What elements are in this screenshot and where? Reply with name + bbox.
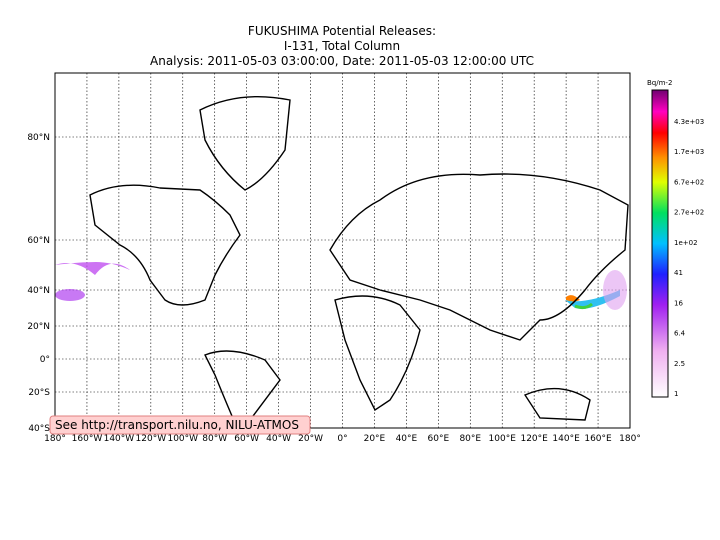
lon-label: 40°W	[266, 434, 291, 444]
lat-label: 0°	[40, 355, 50, 365]
lon-label: 140°E	[552, 434, 580, 444]
lon-label: 20°W	[298, 434, 323, 444]
lon-label: 160°W	[72, 434, 103, 444]
map-frame	[54, 72, 631, 429]
lon-label: 100°W	[167, 434, 198, 444]
colorbar-label: 1	[674, 390, 678, 398]
colorbar-label: 6.4	[674, 330, 686, 338]
lon-label: 160°E	[584, 434, 612, 444]
lat-label: 60°N	[27, 236, 50, 246]
plume	[55, 262, 627, 310]
colorbar-label: 16	[674, 299, 683, 307]
lat-labels: 80°N 60°N 40°N 20°N 0° 20°S 40°S	[27, 133, 50, 434]
title-line: I-131, Total Column	[284, 39, 400, 53]
lon-label: 80°E	[459, 434, 481, 444]
lon-label: 180°	[44, 434, 66, 444]
colorbar-label: 2.5	[674, 360, 685, 368]
lon-label: 180°	[619, 434, 641, 444]
lon-labels: 180° 160°W 140°W 120°W 100°W 80°W 60°W 40°W 20°W…	[44, 434, 641, 444]
colorbar-label: 2.7e+02	[674, 209, 704, 217]
lat-label: 40°S	[28, 424, 50, 434]
lon-label: 140°W	[104, 434, 135, 444]
colorbar-label: 41	[674, 269, 683, 277]
lat-label: 20°S	[28, 388, 50, 398]
colorbar-label: 1e+02	[674, 239, 698, 247]
lon-label: 20°E	[364, 434, 386, 444]
lon-label: 120°E	[520, 434, 548, 444]
credit-box	[49, 415, 311, 435]
colorbar-label: 1.7e+03	[674, 148, 704, 156]
coastlines	[89, 96, 629, 432]
lon-label: 120°W	[136, 434, 167, 444]
colorbar-labels: 4.3e+03 1.7e+03 6.7e+02 2.7e+02 1e+02 41 16 6.4…	[674, 118, 704, 398]
title-line: Analysis: 2011-05-03 03:00:00, Date: 201…	[150, 54, 534, 68]
credit: See http://transport.nilu.no, NILU-ATMOS	[55, 418, 299, 432]
lon-label: 60°E	[428, 434, 450, 444]
colorbar-unit: Bq/m-2	[647, 79, 672, 87]
lon-label: 100°E	[489, 434, 517, 444]
lon-label: 0°	[337, 434, 347, 444]
lat-label: 80°N	[27, 133, 50, 143]
colorbar-label: 4.3e+03	[674, 118, 704, 126]
lat-label: 40°N	[27, 286, 50, 296]
colorbar	[651, 89, 669, 398]
title-line: FUKUSHIMA Potential Releases:	[248, 24, 436, 38]
graticule	[54, 73, 631, 429]
lon-label: 40°E	[396, 434, 418, 444]
colorbar-label: 6.7e+02	[674, 178, 704, 186]
lon-label: 80°W	[202, 434, 227, 444]
lon-label: 60°W	[234, 434, 259, 444]
lat-label: 20°N	[27, 322, 50, 332]
